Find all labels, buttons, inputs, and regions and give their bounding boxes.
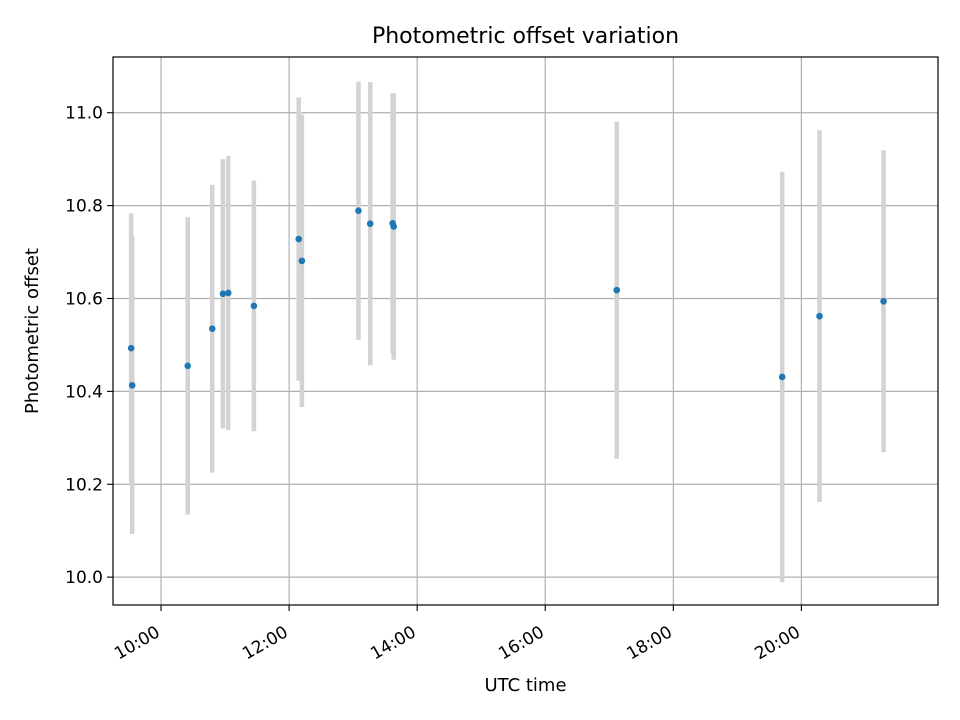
data-point bbox=[366, 220, 374, 228]
y-tick-label: 11.0 bbox=[65, 104, 103, 124]
y-tick-label: 10.4 bbox=[65, 382, 103, 402]
data-point bbox=[128, 382, 136, 389]
data-points bbox=[127, 207, 887, 389]
data-point bbox=[219, 290, 227, 298]
y-axis-label: Photometric offset bbox=[22, 248, 43, 414]
y-tick-label: 10.0 bbox=[65, 568, 103, 588]
data-point bbox=[295, 235, 303, 243]
data-point bbox=[355, 207, 362, 215]
plot-frame bbox=[112, 56, 939, 606]
data-point bbox=[224, 289, 232, 297]
data-point bbox=[208, 325, 216, 332]
data-point bbox=[390, 223, 397, 230]
data-point bbox=[298, 257, 306, 265]
data-point bbox=[613, 286, 621, 294]
data-point bbox=[127, 344, 135, 352]
y-tick-label: 10.6 bbox=[65, 289, 103, 309]
data-point bbox=[880, 297, 887, 305]
x-axis-label: UTC time bbox=[484, 675, 566, 696]
y-tick-label: 10.2 bbox=[65, 475, 103, 495]
data-point bbox=[778, 373, 786, 381]
data-point bbox=[250, 302, 258, 310]
chart-title: Photometric offset variation bbox=[372, 24, 679, 49]
data-point bbox=[184, 362, 192, 370]
y-tick-label: 10.8 bbox=[65, 197, 103, 217]
data-point bbox=[816, 312, 823, 320]
grid bbox=[113, 57, 938, 605]
